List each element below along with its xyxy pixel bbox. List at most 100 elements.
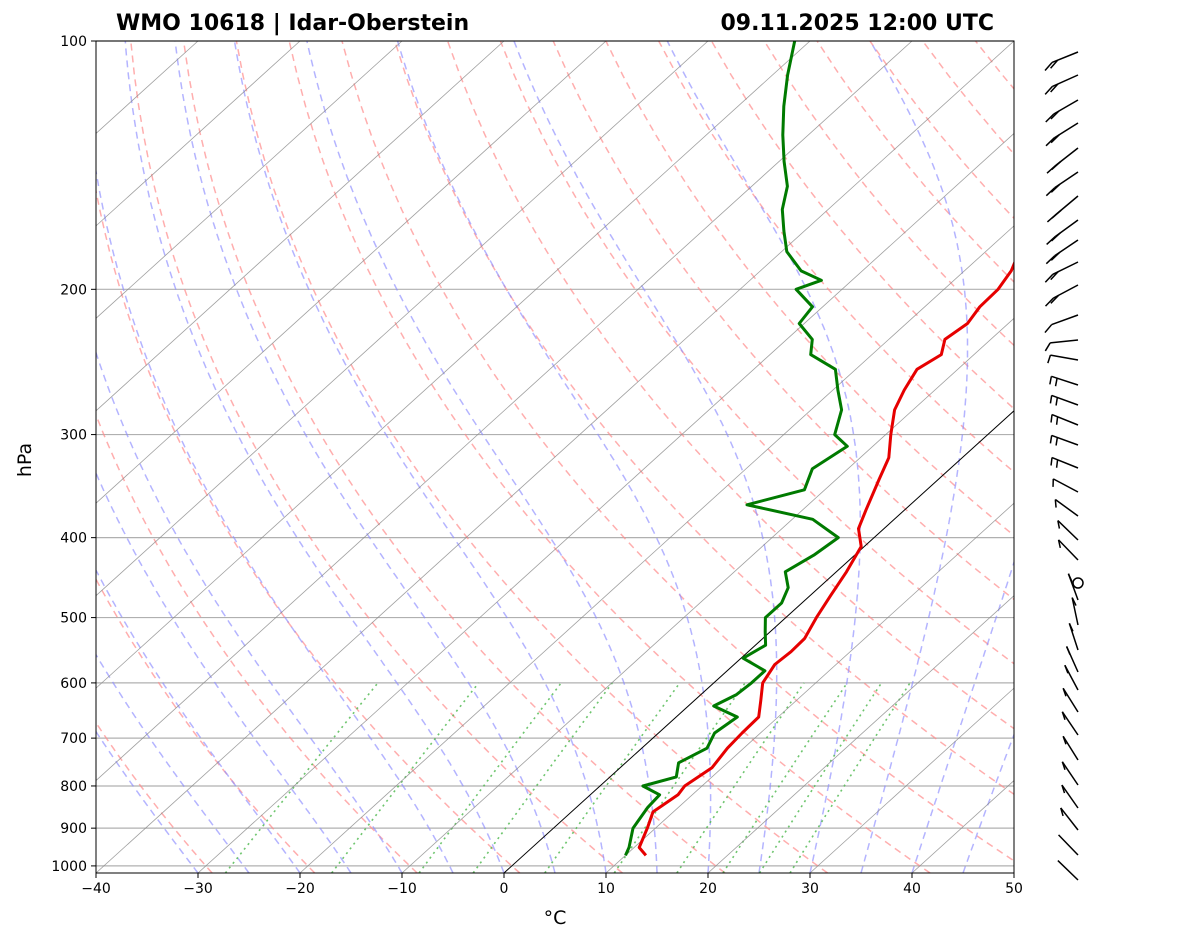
wind-barb-staff (1058, 539, 1079, 561)
x-tick-label: 10 (597, 881, 615, 897)
wind-barb-staff (1051, 456, 1079, 469)
mixing-ratio-line (613, 682, 746, 873)
wind-barb-flag (1050, 83, 1059, 93)
x-tick-label: 20 (699, 881, 717, 897)
dry-adiabat (605, 41, 1014, 537)
mixing-ratio-line (722, 682, 848, 873)
y-tick-label: 600 (60, 676, 87, 692)
moist-adiabat (860, 41, 969, 873)
moist-adiabat (962, 732, 1014, 873)
x-axis-ticks: −40 −30 −20 −10 0 10 20 30 40 50 (81, 873, 1023, 897)
mixing-ratio-line (676, 682, 805, 873)
wind-barb-flag (1049, 395, 1053, 404)
y-tick-label: 200 (60, 282, 87, 298)
x-tick-label: 0 (500, 881, 509, 897)
wind-barb-flag (1055, 397, 1059, 406)
isotherm (96, 41, 301, 227)
wind-barb-flag (1044, 273, 1054, 283)
isotherm (96, 41, 811, 689)
isotherm (401, 317, 1014, 873)
wind-barb-flag (1064, 665, 1069, 674)
isotherm (96, 41, 403, 319)
dry-adiabat (235, 41, 829, 873)
x-tick-label: 50 (1005, 881, 1023, 897)
moist-adiabat (96, 568, 301, 873)
wind-barb-flag (1045, 255, 1056, 265)
zero-degree-isotherm (503, 410, 1014, 873)
wind-barb-flag (1061, 761, 1066, 771)
x-tick-label: −20 (285, 881, 315, 897)
wind-barb-staff (1057, 520, 1079, 541)
wind-barb-flag (1055, 437, 1059, 446)
moist-adiabat (124, 41, 505, 873)
wind-barb-staff (1050, 354, 1079, 361)
wind-barb-staff (1052, 478, 1079, 493)
moist-adiabat (96, 730, 199, 873)
isotherm (605, 502, 1014, 873)
wind-barb-flag (1062, 688, 1067, 697)
wind-barb-flag (1044, 61, 1053, 71)
dry-adiabat (96, 721, 213, 873)
y-axis-ticks: 1000 900 800 700 600 500 400 300 200 100 (51, 34, 96, 875)
wind-barb-staff (1062, 735, 1079, 761)
dry-adiabat (130, 41, 623, 873)
moist-adiabat (306, 41, 658, 873)
mixing-ratio-line (789, 682, 911, 873)
wind-barb-flag (1050, 251, 1061, 261)
moist-adiabat (174, 41, 556, 873)
wind-barb-staff (1061, 784, 1079, 809)
wind-barb-flag (1050, 59, 1059, 69)
wind-barb-flag (1061, 784, 1066, 794)
wind-barb-staff (1051, 413, 1079, 426)
thermo-background-lines (96, 41, 1014, 873)
wind-barb-flag (1051, 160, 1062, 171)
y-tick-label: 500 (60, 611, 87, 627)
dry-adiabat (288, 41, 931, 873)
isotherm (197, 132, 1014, 873)
isotherm (96, 41, 1014, 873)
wind-barbs (1044, 51, 1084, 881)
wind-barb-staff (1060, 807, 1079, 831)
wind-barb-flag (1065, 646, 1071, 655)
wind-barb-flag (1062, 736, 1067, 745)
isotherm (96, 41, 913, 782)
wind-barb-flag (1050, 414, 1053, 423)
wind-barb-flag (1071, 597, 1077, 606)
wind-barb-flag (1050, 271, 1059, 281)
wind-barb-flag (1045, 187, 1056, 197)
wind-barb-flag (1044, 342, 1051, 352)
y-tick-label: 900 (60, 821, 87, 837)
y-tick-label: 100 (60, 34, 87, 50)
y-tick-label: 400 (60, 531, 87, 547)
y-axis-label: hPa (14, 443, 36, 477)
plot-frame (95, 40, 1015, 874)
mixing-ratio-line (544, 682, 681, 873)
wind-barb-staff (1057, 860, 1079, 881)
wind-barb-flag (1050, 457, 1053, 466)
wind-barb-flag (1067, 573, 1073, 582)
y-tick-label: 800 (60, 779, 87, 795)
isotherm (96, 41, 709, 597)
isotherm (809, 687, 1014, 873)
dry-adiabat (499, 41, 1014, 665)
mixing-ratio-line (472, 682, 613, 873)
moist-adiabat (396, 41, 712, 873)
wind-barb-flag (1068, 623, 1074, 632)
wind-barb-flag (1050, 183, 1061, 193)
sounding-profiles (624, 41, 1014, 857)
chart-title-right: 09.11.2025 12:00 UTC (720, 11, 994, 36)
wind-barb-flag (1054, 378, 1058, 387)
moist-adiabat (911, 559, 1014, 873)
wind-barb-flag (1057, 539, 1062, 549)
y-tick-label: 700 (60, 731, 87, 747)
wind-barb-flag (1051, 209, 1062, 219)
dewpoint-profile (624, 41, 849, 857)
wind-barb-staff (1051, 394, 1079, 406)
moist-adiabat (233, 41, 607, 873)
wind-barb-flag (1044, 85, 1053, 95)
wind-barb-flag (1050, 232, 1061, 242)
moist-adiabat (96, 653, 250, 873)
wind-barb-flag (1057, 520, 1061, 529)
mixing-ratio-line (224, 682, 379, 873)
